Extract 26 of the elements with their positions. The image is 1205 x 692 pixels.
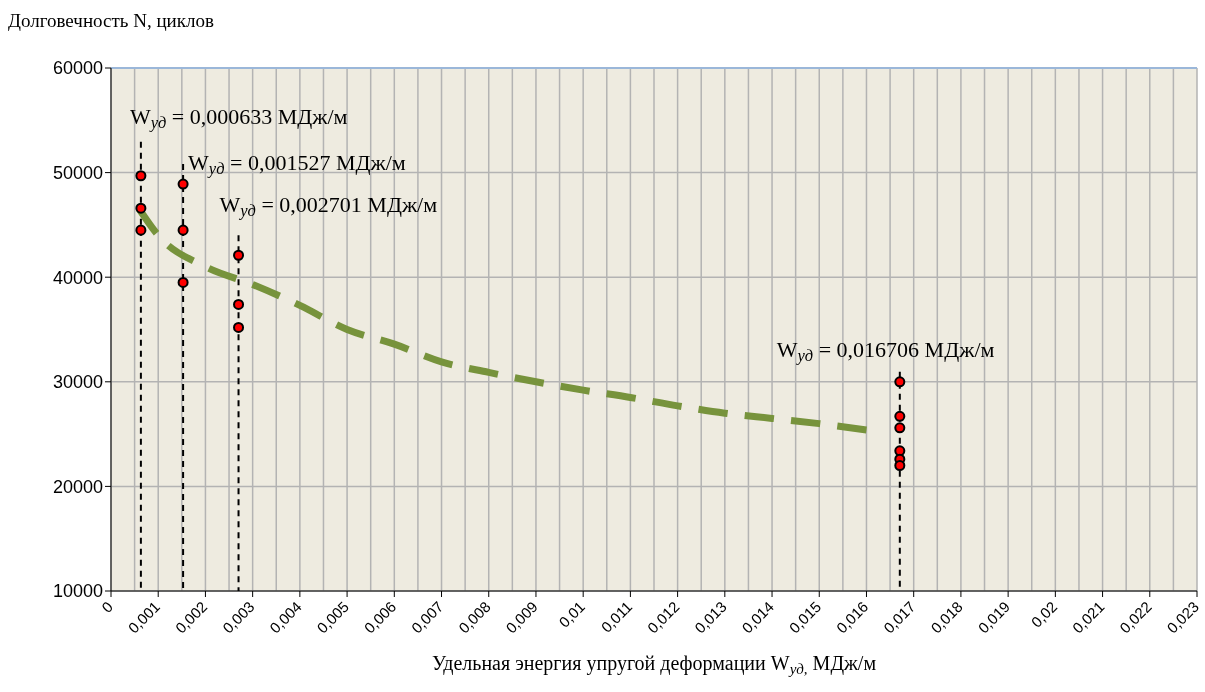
point xyxy=(894,459,906,471)
point xyxy=(233,249,245,261)
y-tick-label: 60000 xyxy=(52,58,103,79)
point xyxy=(233,321,245,333)
point xyxy=(177,276,189,288)
point xyxy=(894,376,906,388)
x-tick-label: 0,02 xyxy=(1027,597,1061,631)
y-tick-label: 30000 xyxy=(52,372,103,393)
point xyxy=(233,298,245,310)
point xyxy=(177,224,189,236)
ref-line-label: W$_{уд}$ = 0,000633 МДж/м xyxy=(129,103,348,132)
x-axis-title: Удельная энергия упругой деформации W$_{уд,}$ МДж/м xyxy=(431,652,877,677)
point xyxy=(135,170,147,182)
ref-line-label: W$_{уд}$ = 0,002701 МДж/м xyxy=(219,192,438,221)
point xyxy=(177,178,189,190)
ref-line-label: W$_{уд}$ = 0,001527 МДж/м xyxy=(188,150,406,179)
y-tick-label: 40000 xyxy=(52,267,103,288)
point xyxy=(135,224,147,236)
y-tick-label: 50000 xyxy=(52,162,103,183)
y-tick-label: 20000 xyxy=(52,476,103,497)
x-tick-label: 0,01 xyxy=(555,597,589,631)
point xyxy=(894,410,906,422)
point xyxy=(894,422,906,434)
y-axis-title: Долговечность N, циклов xyxy=(8,10,214,32)
point xyxy=(135,202,147,214)
ref-line-label: W$_{уд}$ = 0,016706 МДж/м xyxy=(776,336,995,366)
